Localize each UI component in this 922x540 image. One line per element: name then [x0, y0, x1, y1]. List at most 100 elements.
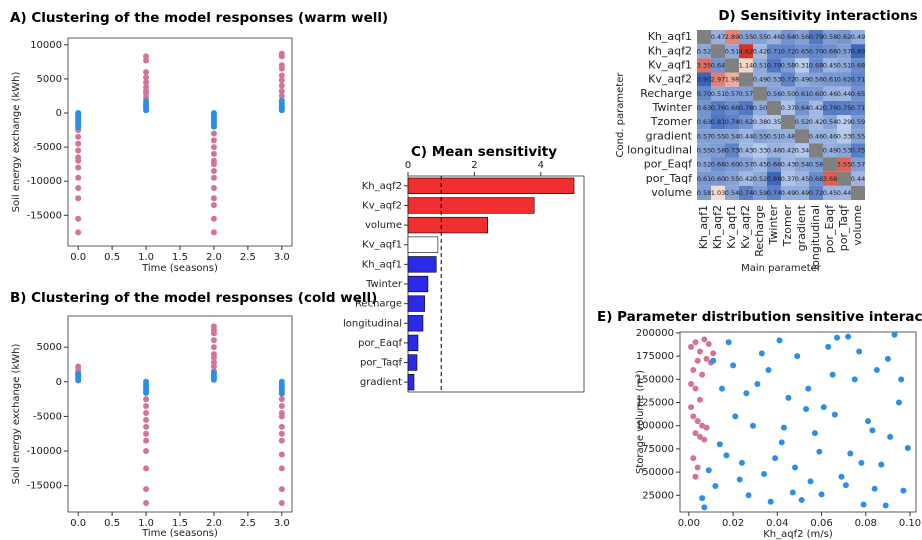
point: [143, 389, 150, 396]
point: [143, 416, 150, 423]
cell: [823, 86, 837, 101]
y-tick-label: 175000: [636, 351, 674, 362]
cell-value: 0.72: [781, 47, 795, 55]
point: [882, 502, 889, 509]
point: [75, 133, 82, 140]
cell-value: 0.63: [697, 104, 711, 112]
cell-value: 0.51: [711, 90, 725, 98]
cell: [823, 30, 837, 45]
point: [816, 448, 823, 455]
cell: [795, 30, 809, 45]
point: [811, 430, 818, 437]
cell-value: 2.97: [711, 76, 725, 84]
column-label: Twinter: [767, 205, 780, 246]
cell: [837, 86, 851, 101]
cell: [809, 115, 823, 130]
cell: [767, 143, 781, 158]
point: [143, 499, 150, 506]
cell-value: 0.51: [767, 132, 781, 140]
cell-value: 0.49: [781, 189, 795, 197]
y-tick-label: -5000: [33, 411, 62, 422]
point: [719, 385, 726, 392]
cell: [753, 171, 767, 186]
cell: [795, 44, 809, 59]
cell: [851, 58, 865, 73]
cell: [711, 72, 725, 87]
x-tick-label: 2.0: [206, 518, 222, 529]
point: [765, 367, 772, 374]
y-axis-label: Storage volume (m³): [635, 370, 646, 474]
point: [278, 413, 285, 420]
cell: [795, 58, 809, 73]
point: [688, 404, 695, 411]
diagonal-cell: [795, 129, 809, 144]
cell-value: 0.38: [753, 118, 767, 126]
cell-value: 0.56: [809, 76, 823, 84]
cell: [851, 100, 865, 115]
point: [789, 489, 796, 496]
x-tick-label: 1.0: [138, 518, 154, 529]
y-tick-label: -15000: [27, 210, 62, 221]
cell: [697, 115, 711, 130]
cell: [823, 72, 837, 87]
row-label: por_Eaqf: [644, 158, 693, 171]
cell-value: 0.47: [711, 33, 725, 41]
point: [705, 467, 712, 474]
cell: [795, 72, 809, 87]
cell-value: 0.46: [767, 146, 781, 154]
y-tick-label: 25000: [642, 490, 674, 501]
cell-value: 0.42: [809, 104, 823, 112]
point: [692, 339, 699, 346]
cell-value: 0.57: [739, 161, 753, 169]
cell: [725, 143, 739, 158]
point: [818, 491, 825, 498]
cell-value: 0.72: [781, 76, 795, 84]
cell: [837, 143, 851, 158]
cell-value: 0.52: [753, 175, 767, 183]
cell: [781, 100, 795, 115]
cell-value: 0.45: [823, 189, 837, 197]
point: [143, 74, 150, 81]
cell: [809, 185, 823, 200]
cell: [767, 129, 781, 144]
cell: [767, 30, 781, 45]
point: [75, 164, 82, 171]
point: [210, 323, 217, 330]
point: [785, 394, 792, 401]
point: [210, 185, 217, 192]
x-tick-label: 0.5: [104, 518, 120, 529]
cell: [781, 129, 795, 144]
point: [210, 174, 217, 181]
cell: [711, 115, 725, 130]
cell: [739, 115, 753, 130]
cell-value: 0.65: [851, 90, 865, 98]
cell-value: 0.78: [739, 104, 753, 112]
point: [143, 69, 150, 76]
cell-value: 0.62: [837, 33, 851, 41]
point: [851, 376, 858, 383]
cell-value: 0.58: [809, 161, 823, 169]
cell: [837, 72, 851, 87]
cell: [697, 100, 711, 115]
y-tick-label: longitudinal: [343, 318, 402, 329]
point: [710, 350, 717, 357]
x-tick-label: 0.10: [899, 518, 921, 529]
cell: [823, 58, 837, 73]
cell: [795, 115, 809, 130]
point: [884, 355, 891, 362]
row-label: Recharge: [640, 87, 692, 100]
cell-value: 1.98: [725, 76, 739, 84]
y-tick-label: 75000: [642, 444, 674, 455]
cell-value: 0.48: [781, 132, 795, 140]
point: [692, 385, 699, 392]
y-tick-label: volume: [365, 220, 402, 231]
point: [143, 423, 150, 430]
cell: [711, 185, 725, 200]
y-tick-label: 0: [56, 377, 62, 388]
x-tick-label: 0.06: [810, 518, 832, 529]
cell-value: 0.70: [697, 90, 711, 98]
point: [278, 486, 285, 493]
y-tick-label: Kh_aqf2: [362, 181, 402, 192]
y-axis-label: Soil energy exchange (kWh): [11, 72, 22, 213]
point: [75, 215, 82, 222]
